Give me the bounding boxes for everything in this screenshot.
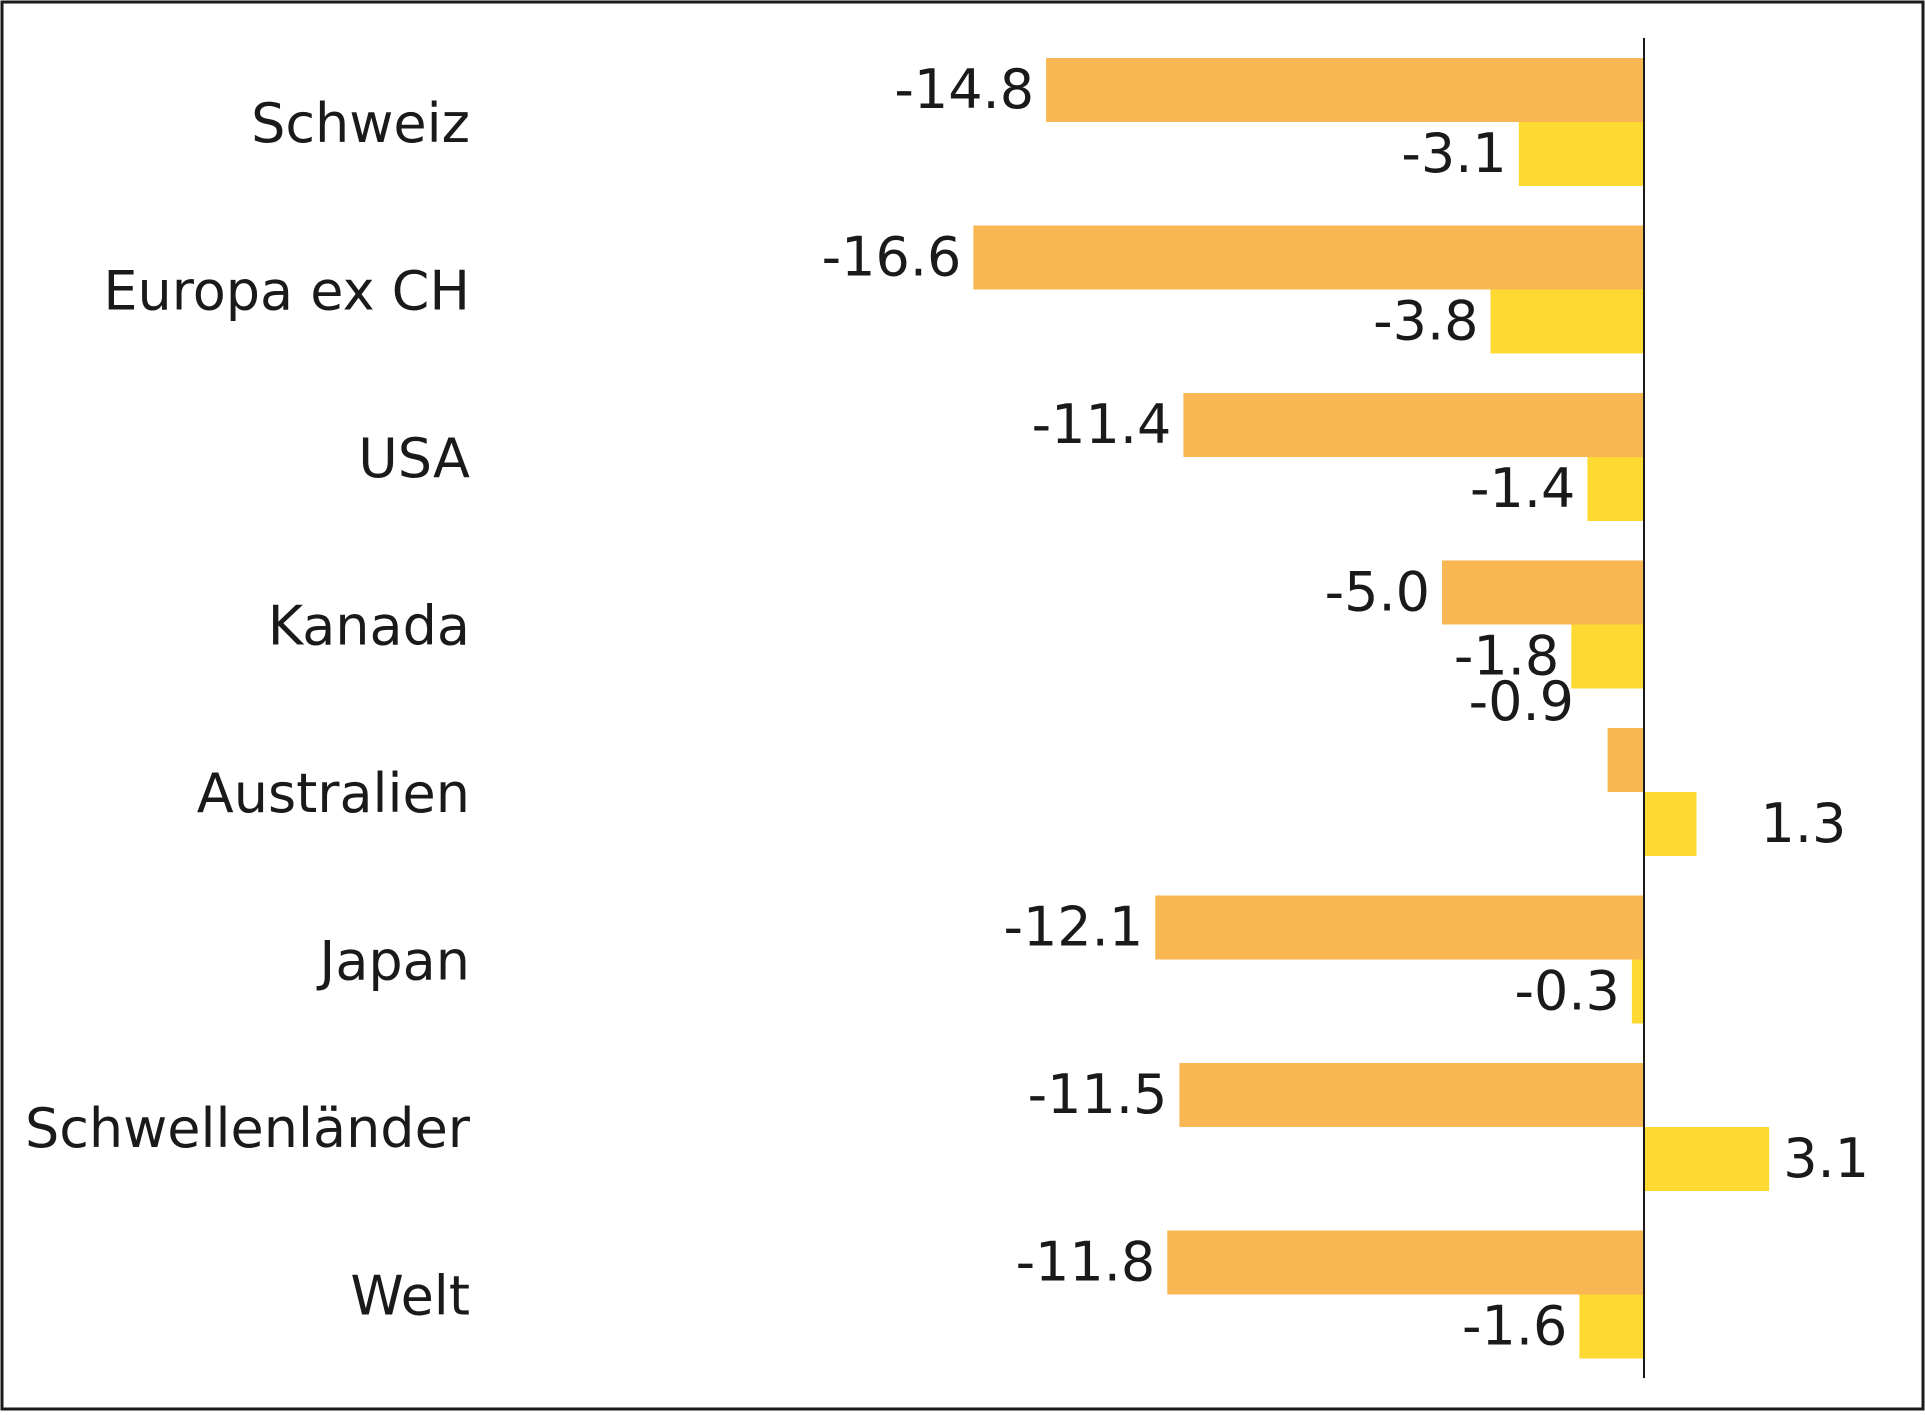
- value-label-series2-kanada: -1.8: [1454, 625, 1559, 688]
- value-label-series2-schwellenlander: 3.1: [1783, 1127, 1869, 1190]
- bar-series1-schweiz: [1046, 58, 1644, 122]
- bar-series2-australien: [1644, 792, 1697, 856]
- bar-series2-schwellenlander: [1644, 1127, 1770, 1191]
- bar-series1-usa: [1183, 393, 1644, 457]
- bars-layer: [973, 58, 1770, 1359]
- value-label-series2-schweiz: -3.1: [1401, 122, 1506, 185]
- value-label-series1-europa-ex-ch: -16.6: [822, 226, 962, 289]
- value-label-series2-australien: 1.3: [1761, 792, 1847, 855]
- bar-series1-japan: [1155, 895, 1644, 960]
- bar-series2-europa-ex-ch: [1490, 289, 1644, 354]
- category-label-europa-ex-ch: Europa ex CH: [103, 260, 470, 323]
- labels-layer: Schweiz -14.8 -3.1 Europa ex CH -16.6 -3.8 USA…: [25, 58, 1869, 1358]
- category-label-kanada: Kanada: [268, 595, 470, 658]
- value-label-series1-schwellenlander: -11.5: [1028, 1063, 1168, 1126]
- value-label-series1-usa: -11.4: [1032, 393, 1172, 456]
- bar-series1-australien: [1607, 728, 1644, 792]
- bar-series2-schweiz: [1518, 122, 1644, 186]
- bar-series1-welt: [1167, 1230, 1644, 1295]
- category-label-schwellenlander: Schwellenländer: [25, 1097, 471, 1160]
- category-label-schweiz: Schweiz: [251, 92, 470, 155]
- value-label-series2-europa-ex-ch: -3.8: [1373, 290, 1478, 353]
- category-label-japan: Japan: [316, 930, 470, 993]
- value-label-series1-japan: -12.1: [1003, 896, 1143, 959]
- value-label-series2-welt: -1.6: [1462, 1295, 1567, 1358]
- value-label-series1-schweiz: -14.8: [894, 58, 1034, 121]
- bar-series1-schwellenlander: [1179, 1063, 1644, 1127]
- category-label-welt: Welt: [350, 1265, 470, 1328]
- value-label-series2-japan: -0.3: [1515, 960, 1620, 1023]
- bar-series2-usa: [1587, 457, 1644, 521]
- bar-series1-kanada: [1442, 560, 1644, 625]
- bar-series2-kanada: [1571, 624, 1644, 689]
- category-label-usa: USA: [358, 427, 470, 490]
- bar-series2-japan: [1631, 959, 1644, 1024]
- bar-series2-welt: [1579, 1294, 1644, 1359]
- value-label-series2-usa: -1.4: [1470, 457, 1575, 520]
- value-label-series1-welt: -11.8: [1016, 1231, 1156, 1294]
- value-label-series1-australien: -0.9: [1469, 670, 1574, 733]
- category-label-australien: Australien: [197, 762, 470, 825]
- bar-series1-europa-ex-ch: [973, 225, 1644, 290]
- value-label-series1-kanada: -5.0: [1325, 561, 1430, 624]
